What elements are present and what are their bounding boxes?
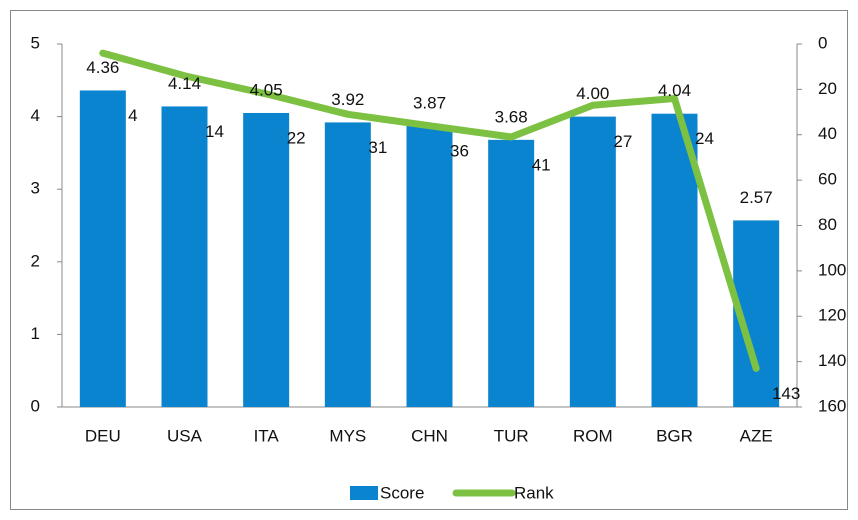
legend-label: Score bbox=[380, 483, 424, 502]
bar bbox=[406, 126, 453, 408]
rank-label: 27 bbox=[613, 132, 632, 151]
y2-tick-label: 120 bbox=[818, 306, 846, 325]
y2-tick-label: 160 bbox=[818, 396, 846, 415]
rank-label: 24 bbox=[695, 129, 714, 148]
y-tick-label: 5 bbox=[31, 33, 40, 52]
score-label: 4.36 bbox=[86, 58, 119, 77]
y2-tick-label: 60 bbox=[818, 170, 837, 189]
bar bbox=[79, 90, 126, 408]
bar bbox=[569, 116, 616, 407]
bar bbox=[243, 112, 290, 407]
x-tick-label: ITA bbox=[254, 426, 280, 445]
score-label: 2.57 bbox=[740, 188, 773, 207]
x-tick-label: BGR bbox=[656, 426, 693, 445]
rank-label: 41 bbox=[532, 155, 551, 174]
legend-label: Rank bbox=[514, 483, 554, 502]
score-label: 3.87 bbox=[413, 94, 446, 113]
rank-label: 31 bbox=[368, 138, 387, 157]
score-label: 4.00 bbox=[576, 84, 609, 103]
y-tick-label: 0 bbox=[31, 396, 40, 415]
score-label: 4.04 bbox=[658, 81, 691, 100]
score-label: 3.92 bbox=[331, 90, 364, 109]
x-tick-label: MYS bbox=[329, 426, 366, 445]
y2-tick-label: 20 bbox=[818, 79, 837, 98]
score-label: 4.14 bbox=[168, 74, 201, 93]
rank-label: 4 bbox=[128, 106, 137, 125]
x-tick-label: ROM bbox=[573, 426, 613, 445]
y-tick-label: 4 bbox=[31, 106, 40, 125]
x-tick-label: USA bbox=[167, 426, 203, 445]
bar bbox=[651, 113, 698, 408]
rank-line bbox=[99, 49, 760, 372]
rank-label: 36 bbox=[450, 142, 469, 161]
y2-tick-label: 40 bbox=[818, 124, 837, 143]
y-tick-label: 3 bbox=[31, 179, 40, 198]
y2-tick-label: 0 bbox=[818, 33, 827, 52]
legend-swatch bbox=[350, 486, 378, 500]
y-tick-label: 2 bbox=[31, 251, 40, 270]
bar bbox=[161, 106, 208, 407]
rank-label: 143 bbox=[772, 384, 800, 403]
rank-label: 22 bbox=[287, 128, 306, 147]
x-tick-label: DEU bbox=[85, 426, 121, 445]
y2-tick-label: 140 bbox=[818, 351, 846, 370]
y-tick-label: 1 bbox=[31, 324, 40, 343]
y2-tick-label: 100 bbox=[818, 260, 846, 279]
y2-tick-label: 80 bbox=[818, 215, 837, 234]
x-tick-label: TUR bbox=[494, 426, 529, 445]
score-label: 4.05 bbox=[250, 80, 283, 99]
x-tick-label: AZE bbox=[740, 426, 773, 445]
bar bbox=[488, 139, 535, 407]
rank-label: 14 bbox=[205, 122, 224, 141]
score-label: 3.68 bbox=[495, 107, 528, 126]
x-tick-label: CHN bbox=[411, 426, 448, 445]
bar bbox=[324, 122, 371, 408]
